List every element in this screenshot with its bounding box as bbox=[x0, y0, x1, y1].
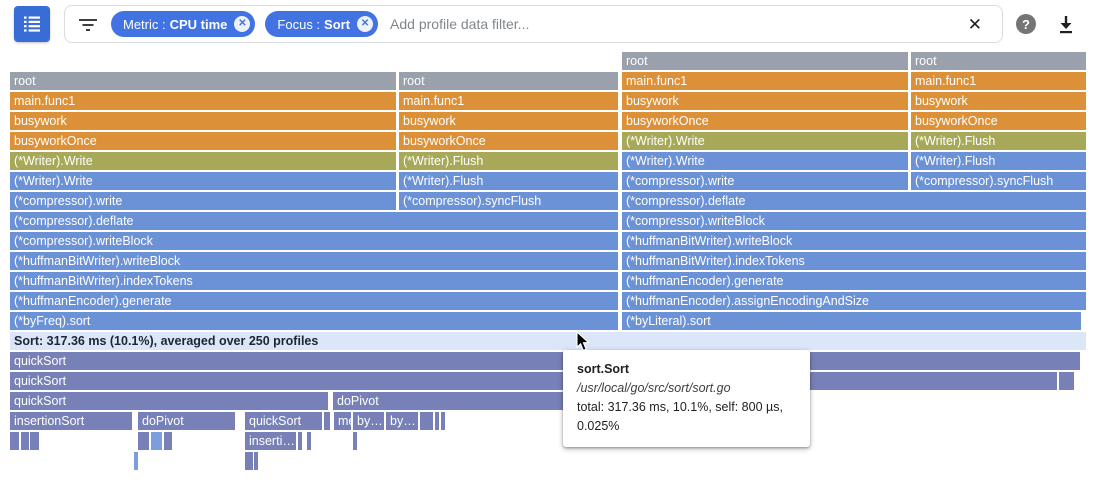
flame-frame[interactable]: (*compressor).syncFlush bbox=[911, 172, 1086, 190]
flame-frame[interactable]: busyworkOnce bbox=[399, 132, 618, 150]
flame-frame[interactable] bbox=[25, 432, 29, 450]
flame-frame[interactable]: busyworkOnce bbox=[10, 132, 396, 150]
flame-frame[interactable] bbox=[21, 432, 25, 450]
flame-frame[interactable]: quickSort bbox=[10, 392, 328, 410]
flame-frame[interactable]: root bbox=[911, 52, 1086, 70]
flame-frame[interactable] bbox=[307, 432, 311, 450]
flame-frame[interactable] bbox=[254, 452, 258, 470]
flame-frame[interactable]: busywork bbox=[911, 92, 1086, 110]
frame-tooltip: sort.Sort /usr/local/go/src/sort/sort.go… bbox=[563, 350, 810, 447]
flame-frame[interactable]: busywork bbox=[622, 92, 908, 110]
flame-frame[interactable]: (*compressor).write bbox=[10, 192, 396, 210]
flame-frame[interactable] bbox=[10, 432, 19, 450]
flame-frame[interactable] bbox=[441, 412, 445, 430]
flame-frame[interactable] bbox=[249, 452, 253, 470]
flame-frame[interactable]: main.func1 bbox=[911, 72, 1086, 90]
flame-frame[interactable]: main.func1 bbox=[622, 72, 908, 90]
flame-frame[interactable]: root bbox=[622, 52, 908, 70]
filter-chip-metric[interactable]: Metric : CPU time ✕ bbox=[111, 11, 256, 37]
flame-frame[interactable]: (*Writer).Write bbox=[622, 152, 908, 170]
flame-frame[interactable]: (*huffmanEncoder).assignEncodingAndSize bbox=[622, 292, 1086, 310]
flame-frame[interactable]: root bbox=[399, 72, 618, 90]
filter-list-icon bbox=[79, 18, 97, 31]
flame-frame[interactable]: (*huffmanEncoder).generate bbox=[622, 272, 1086, 290]
flame-frame[interactable]: root bbox=[10, 72, 396, 90]
flame-frame[interactable]: (*Writer).Flush bbox=[399, 172, 618, 190]
filter-input[interactable] bbox=[388, 15, 968, 33]
flame-frame[interactable]: (*byFreq).sort bbox=[10, 312, 618, 330]
flame-frame[interactable] bbox=[164, 432, 168, 450]
flame-frame[interactable]: busyworkOnce bbox=[622, 112, 908, 130]
flame-frame[interactable]: busyworkOnce bbox=[911, 112, 1086, 130]
flame-frame[interactable] bbox=[353, 432, 357, 450]
flame-frame[interactable] bbox=[435, 412, 439, 430]
tooltip-function-name: sort.Sort bbox=[577, 362, 630, 376]
flame-frame[interactable]: inserti… bbox=[245, 432, 296, 450]
view-list-icon bbox=[22, 14, 42, 34]
filter-chip-focus[interactable]: Focus : Sort ✕ bbox=[265, 11, 379, 37]
download-icon[interactable] bbox=[1056, 13, 1076, 35]
profile-filter-bar[interactable]: Metric : CPU time ✕ Focus : Sort ✕ ✕ bbox=[64, 5, 1003, 43]
tooltip-source-path: /usr/local/go/src/sort/sort.go bbox=[577, 381, 731, 395]
flame-frame[interactable] bbox=[30, 432, 39, 450]
flame-frame[interactable]: me… bbox=[334, 412, 351, 430]
chip-x-glyph: ✕ bbox=[360, 18, 370, 29]
flame-frame[interactable]: (*Writer).Flush bbox=[399, 152, 618, 170]
flame-frame[interactable]: by… bbox=[386, 412, 418, 430]
flame-frame[interactable]: (*Writer).Flush bbox=[911, 152, 1086, 170]
flame-frame[interactable]: by… bbox=[353, 412, 384, 430]
flame-frame[interactable] bbox=[298, 432, 302, 450]
chip-value: Sort bbox=[324, 16, 351, 32]
flame-frame[interactable]: busywork bbox=[399, 112, 618, 130]
clear-filters-icon[interactable]: ✕ bbox=[967, 14, 982, 34]
flame-frame[interactable]: quickSort bbox=[10, 352, 1080, 370]
flame-frame[interactable]: (*compressor).syncFlush bbox=[399, 192, 618, 210]
flame-frame[interactable] bbox=[1059, 372, 1074, 390]
flame-frame[interactable] bbox=[134, 452, 138, 470]
flame-frame[interactable]: (*huffmanBitWriter).writeBlock bbox=[622, 232, 1086, 250]
flame-frame[interactable] bbox=[151, 432, 162, 450]
flame-frame[interactable]: (*compressor).deflate bbox=[622, 192, 1086, 210]
chip-prefix: Metric : bbox=[123, 16, 166, 32]
flame-frame[interactable]: busywork bbox=[10, 112, 396, 130]
flame-frame[interactable]: (*compressor).write bbox=[622, 172, 908, 190]
chip-remove-icon[interactable]: ✕ bbox=[357, 16, 374, 32]
flame-frame[interactable]: (*huffmanBitWriter).writeBlock bbox=[10, 252, 618, 270]
flame-frame[interactable]: (*Writer).Flush bbox=[911, 132, 1086, 150]
flame-frame[interactable]: insertionSort bbox=[10, 412, 132, 430]
toolbar: Metric : CPU time ✕ Focus : Sort ✕ ✕ ? bbox=[0, 0, 1096, 48]
flame-frame[interactable]: (*byLiteral).sort bbox=[622, 312, 1081, 330]
chip-x-glyph: ✕ bbox=[238, 18, 247, 29]
flame-frame[interactable]: (*huffmanBitWriter).indexTokens bbox=[622, 252, 1086, 270]
focus-banner[interactable]: Sort: 317.36 ms (10.1%), averaged over 2… bbox=[10, 332, 1086, 350]
flame-frame[interactable]: doPivot bbox=[138, 412, 235, 430]
flame-frame[interactable]: quickSort bbox=[245, 412, 322, 430]
flame-frame[interactable] bbox=[138, 432, 149, 450]
chip-prefix: Focus : bbox=[277, 16, 321, 32]
flame-frame[interactable]: (*compressor).writeBlock bbox=[622, 212, 1086, 230]
flame-frame[interactable] bbox=[168, 432, 172, 450]
flame-frame[interactable]: (*Writer).Write bbox=[10, 152, 396, 170]
mouse-cursor bbox=[576, 330, 591, 357]
flame-frame[interactable] bbox=[420, 412, 433, 430]
flame-frame[interactable]: (*huffmanEncoder).generate bbox=[10, 292, 618, 310]
flame-frame[interactable] bbox=[245, 452, 249, 470]
flame-frame[interactable]: (*compressor).writeBlock bbox=[10, 232, 618, 250]
flame-frame[interactable]: (*compressor).deflate bbox=[10, 212, 618, 230]
flame-frame[interactable] bbox=[324, 412, 330, 430]
chip-remove-icon[interactable]: ✕ bbox=[234, 16, 251, 32]
flame-frame[interactable]: (*Writer).Write bbox=[622, 132, 908, 150]
flame-frame[interactable]: (*huffmanBitWriter).indexTokens bbox=[10, 272, 618, 290]
tooltip-stats: total: 317.36 ms, 10.1%, self: 800 µs, 0… bbox=[577, 400, 783, 433]
view-list-button[interactable] bbox=[14, 6, 50, 42]
help-icon[interactable]: ? bbox=[1016, 14, 1036, 34]
flame-frame[interactable]: main.func1 bbox=[399, 92, 618, 110]
flame-frame[interactable]: (*Writer).Write bbox=[10, 172, 396, 190]
chip-value: CPU time bbox=[169, 16, 228, 32]
flame-frame[interactable]: main.func1 bbox=[10, 92, 396, 110]
flame-frame[interactable]: quickSort bbox=[10, 372, 1057, 390]
